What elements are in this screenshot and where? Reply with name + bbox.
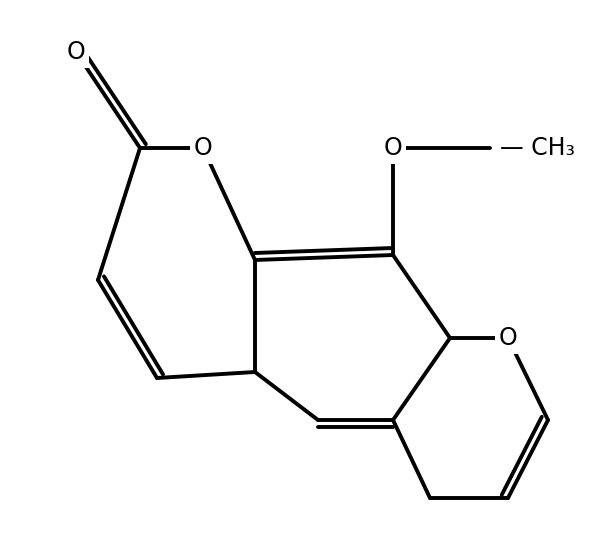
Text: O: O (67, 40, 85, 64)
Text: — CH₃: — CH₃ (500, 136, 575, 160)
Text: O: O (499, 326, 517, 350)
Text: O: O (193, 136, 212, 160)
Text: O: O (384, 136, 402, 160)
